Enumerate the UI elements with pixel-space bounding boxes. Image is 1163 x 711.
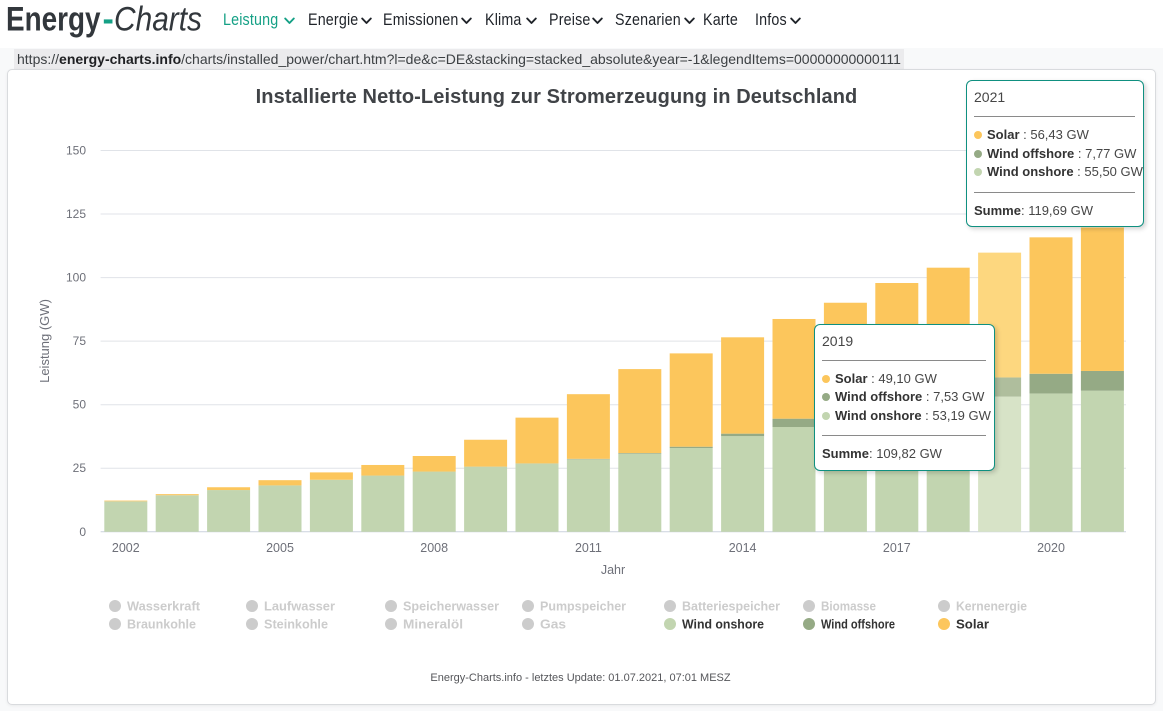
svg-text:125: 125 — [66, 207, 86, 221]
svg-text:100: 100 — [66, 271, 86, 285]
svg-text:Pumpspeicher: Pumpspeicher — [540, 599, 626, 614]
svg-text:Batteriespeicher: Batteriespeicher — [682, 599, 780, 614]
svg-text:Energy: Energy — [6, 1, 101, 39]
svg-text:Speicherwasser: Speicherwasser — [403, 599, 499, 614]
svg-text:Wasserkraft: Wasserkraft — [127, 599, 201, 614]
svg-text:Solar: Solar — [956, 617, 989, 632]
svg-text:0: 0 — [79, 525, 86, 539]
svg-text:-: - — [103, 1, 114, 39]
svg-text:2014: 2014 — [729, 541, 757, 555]
svg-text:Wind onshore: Wind onshore — [682, 617, 764, 632]
svg-text:Biomasse: Biomasse — [821, 599, 876, 614]
svg-text:Gas: Gas — [540, 617, 566, 632]
svg-text:Jahr: Jahr — [601, 563, 625, 577]
svg-text:25: 25 — [73, 461, 87, 475]
svg-text:Kernenergie: Kernenergie — [956, 599, 1027, 614]
svg-text:50: 50 — [73, 398, 87, 412]
svg-text:Laufwasser: Laufwasser — [264, 599, 335, 614]
svg-text:Leistung (GW): Leistung (GW) — [37, 299, 52, 383]
svg-text:2002: 2002 — [112, 541, 140, 555]
svg-text:150: 150 — [66, 144, 86, 158]
svg-text:2011: 2011 — [575, 541, 602, 555]
svg-text:75: 75 — [73, 334, 87, 348]
svg-text:2017: 2017 — [883, 541, 911, 555]
svg-text:Steinkohle: Steinkohle — [264, 617, 328, 632]
svg-text:Wind offshore: Wind offshore — [821, 617, 895, 632]
svg-text:2020: 2020 — [1037, 541, 1065, 555]
svg-text:2008: 2008 — [420, 541, 448, 555]
svg-text:Braunkohle: Braunkohle — [127, 617, 196, 632]
svg-text:Charts: Charts — [114, 1, 202, 39]
svg-text:Mineralöl: Mineralöl — [403, 617, 463, 632]
svg-text:2005: 2005 — [266, 541, 294, 555]
